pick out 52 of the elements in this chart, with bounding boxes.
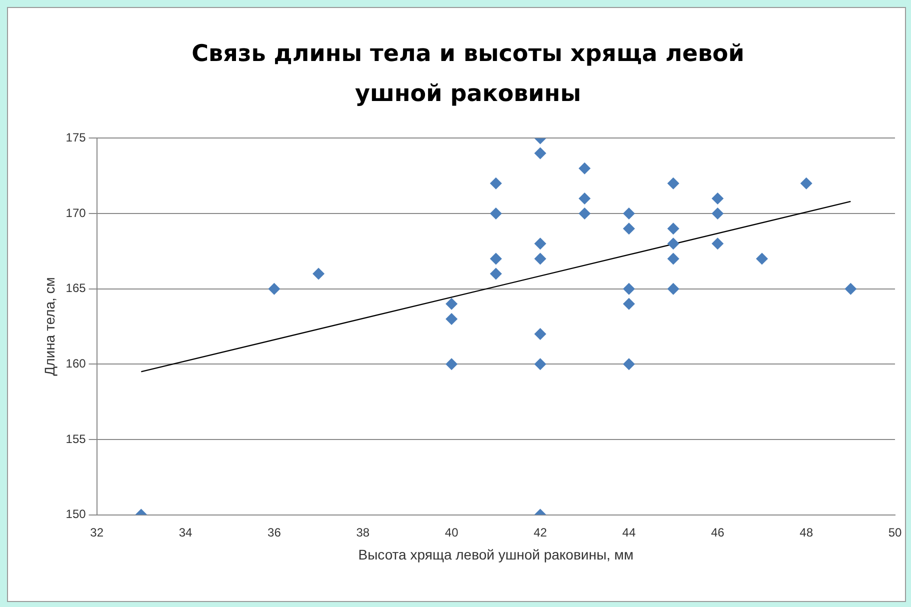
point xyxy=(578,192,591,204)
point xyxy=(446,358,458,370)
y-tick-label: 150 xyxy=(66,507,86,522)
point xyxy=(622,208,635,220)
x-tick-label: 34 xyxy=(178,525,192,540)
point xyxy=(712,238,724,250)
point xyxy=(712,208,724,220)
point xyxy=(534,252,546,265)
point xyxy=(667,252,680,265)
point xyxy=(622,282,635,295)
point xyxy=(756,252,768,265)
point xyxy=(578,208,591,220)
x-tick-label: 36 xyxy=(268,525,282,540)
point xyxy=(844,282,857,295)
point xyxy=(534,147,546,160)
y-tick-label: 160 xyxy=(66,356,86,370)
point xyxy=(312,268,325,280)
x-tick-label: 32 xyxy=(90,525,104,540)
x-tick-label: 48 xyxy=(800,525,814,540)
x-tick-label: 38 xyxy=(356,525,370,540)
point xyxy=(490,208,502,220)
point xyxy=(534,358,546,370)
point xyxy=(534,238,546,250)
point xyxy=(446,298,458,310)
x-tick-label: 46 xyxy=(710,525,725,540)
point xyxy=(490,268,502,280)
y-tick-label: 155 xyxy=(66,432,86,446)
point xyxy=(667,177,680,190)
y-tick-label: 175 xyxy=(66,130,86,145)
point xyxy=(667,238,680,250)
point xyxy=(490,177,502,190)
y-axis-title: Длина тела, см xyxy=(41,277,58,376)
x-axis-title: Высота хряща левой ушной раковины, мм xyxy=(358,546,634,562)
y-tick-label: 170 xyxy=(66,206,86,220)
point xyxy=(712,192,724,204)
point xyxy=(800,177,812,190)
x-tick-label: 44 xyxy=(622,525,636,540)
chart-title: Связь длины тела и высоты хряща левой ушной раковины xyxy=(190,40,746,109)
point xyxy=(667,222,680,235)
point xyxy=(578,162,591,174)
x-tick-label: 40 xyxy=(444,525,459,540)
point xyxy=(490,252,502,265)
point xyxy=(667,282,680,295)
point xyxy=(622,358,635,370)
y-tick-label: 165 xyxy=(66,281,86,296)
point xyxy=(622,298,635,310)
point xyxy=(622,222,635,235)
x-tick-label: 42 xyxy=(534,525,548,540)
point xyxy=(268,282,280,295)
point xyxy=(534,328,546,340)
point xyxy=(446,312,458,325)
x-tick-label: 50 xyxy=(888,525,902,540)
